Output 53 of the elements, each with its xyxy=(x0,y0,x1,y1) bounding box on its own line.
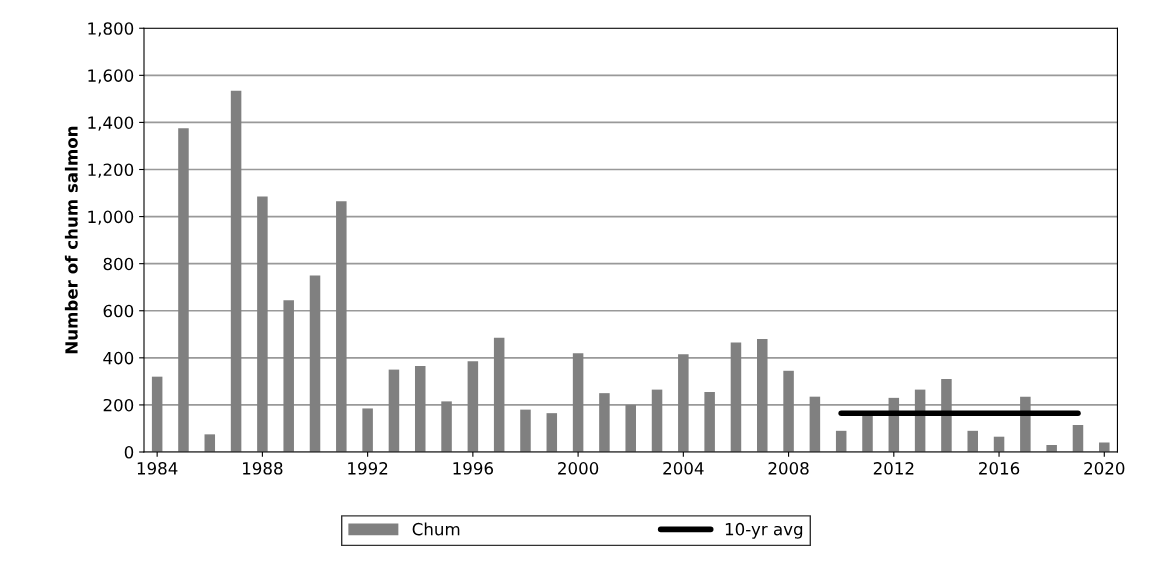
bar xyxy=(625,404,636,452)
x-tick-label: 2004 xyxy=(663,462,704,475)
legend-label: 10-yr avg xyxy=(725,522,803,539)
bar xyxy=(309,275,321,452)
bar xyxy=(178,128,189,452)
bar xyxy=(704,391,715,452)
y-tick-label: 1,400 xyxy=(88,116,134,131)
y-tick-label: 200 xyxy=(103,398,134,412)
bar xyxy=(283,300,294,452)
bar xyxy=(941,379,952,452)
bar xyxy=(493,337,505,452)
bar xyxy=(651,389,663,452)
bar xyxy=(757,339,768,452)
bar xyxy=(967,430,978,452)
y-tick-label: 0 xyxy=(124,445,134,459)
y-tick-label: 1,800 xyxy=(88,22,134,37)
bar xyxy=(809,396,821,452)
bar xyxy=(441,401,452,452)
x-tick-label: 1996 xyxy=(453,462,494,475)
x-tick-label: 1984 xyxy=(137,462,178,475)
y-tick-label: 1,200 xyxy=(88,163,134,178)
bar xyxy=(388,369,400,452)
bar xyxy=(835,430,847,452)
bar xyxy=(730,342,742,452)
x-tick-label: 2000 xyxy=(558,462,599,475)
bar xyxy=(546,413,558,452)
legend-label: Chum xyxy=(412,522,460,536)
x-tick-label: 2016 xyxy=(979,462,1020,475)
bar xyxy=(414,366,426,452)
y-tick-label: 600 xyxy=(103,304,134,318)
bar xyxy=(1072,424,1084,452)
y-axis-title: Number of chum salmon xyxy=(64,126,78,354)
x-tick-label: 1992 xyxy=(348,462,388,475)
bar xyxy=(336,201,347,452)
y-tick-label: 400 xyxy=(103,351,134,365)
y-tick-label: 800 xyxy=(103,257,134,271)
x-tick-label: 2008 xyxy=(768,462,809,475)
bar xyxy=(257,196,268,452)
x-tick-label: 1988 xyxy=(243,462,283,475)
bar xyxy=(204,434,216,452)
y-tick-label: 1,600 xyxy=(88,69,134,84)
y-tick-label: 1,000 xyxy=(88,210,134,225)
bar xyxy=(572,353,584,452)
bar xyxy=(467,361,479,452)
bar xyxy=(362,408,373,452)
x-tick-label: 2012 xyxy=(873,462,914,475)
x-tick-label: 2020 xyxy=(1084,462,1125,475)
bar xyxy=(151,376,163,452)
bar xyxy=(230,90,242,452)
bar xyxy=(783,370,794,452)
bar xyxy=(520,409,531,452)
bar xyxy=(678,354,689,452)
bar xyxy=(599,393,610,452)
